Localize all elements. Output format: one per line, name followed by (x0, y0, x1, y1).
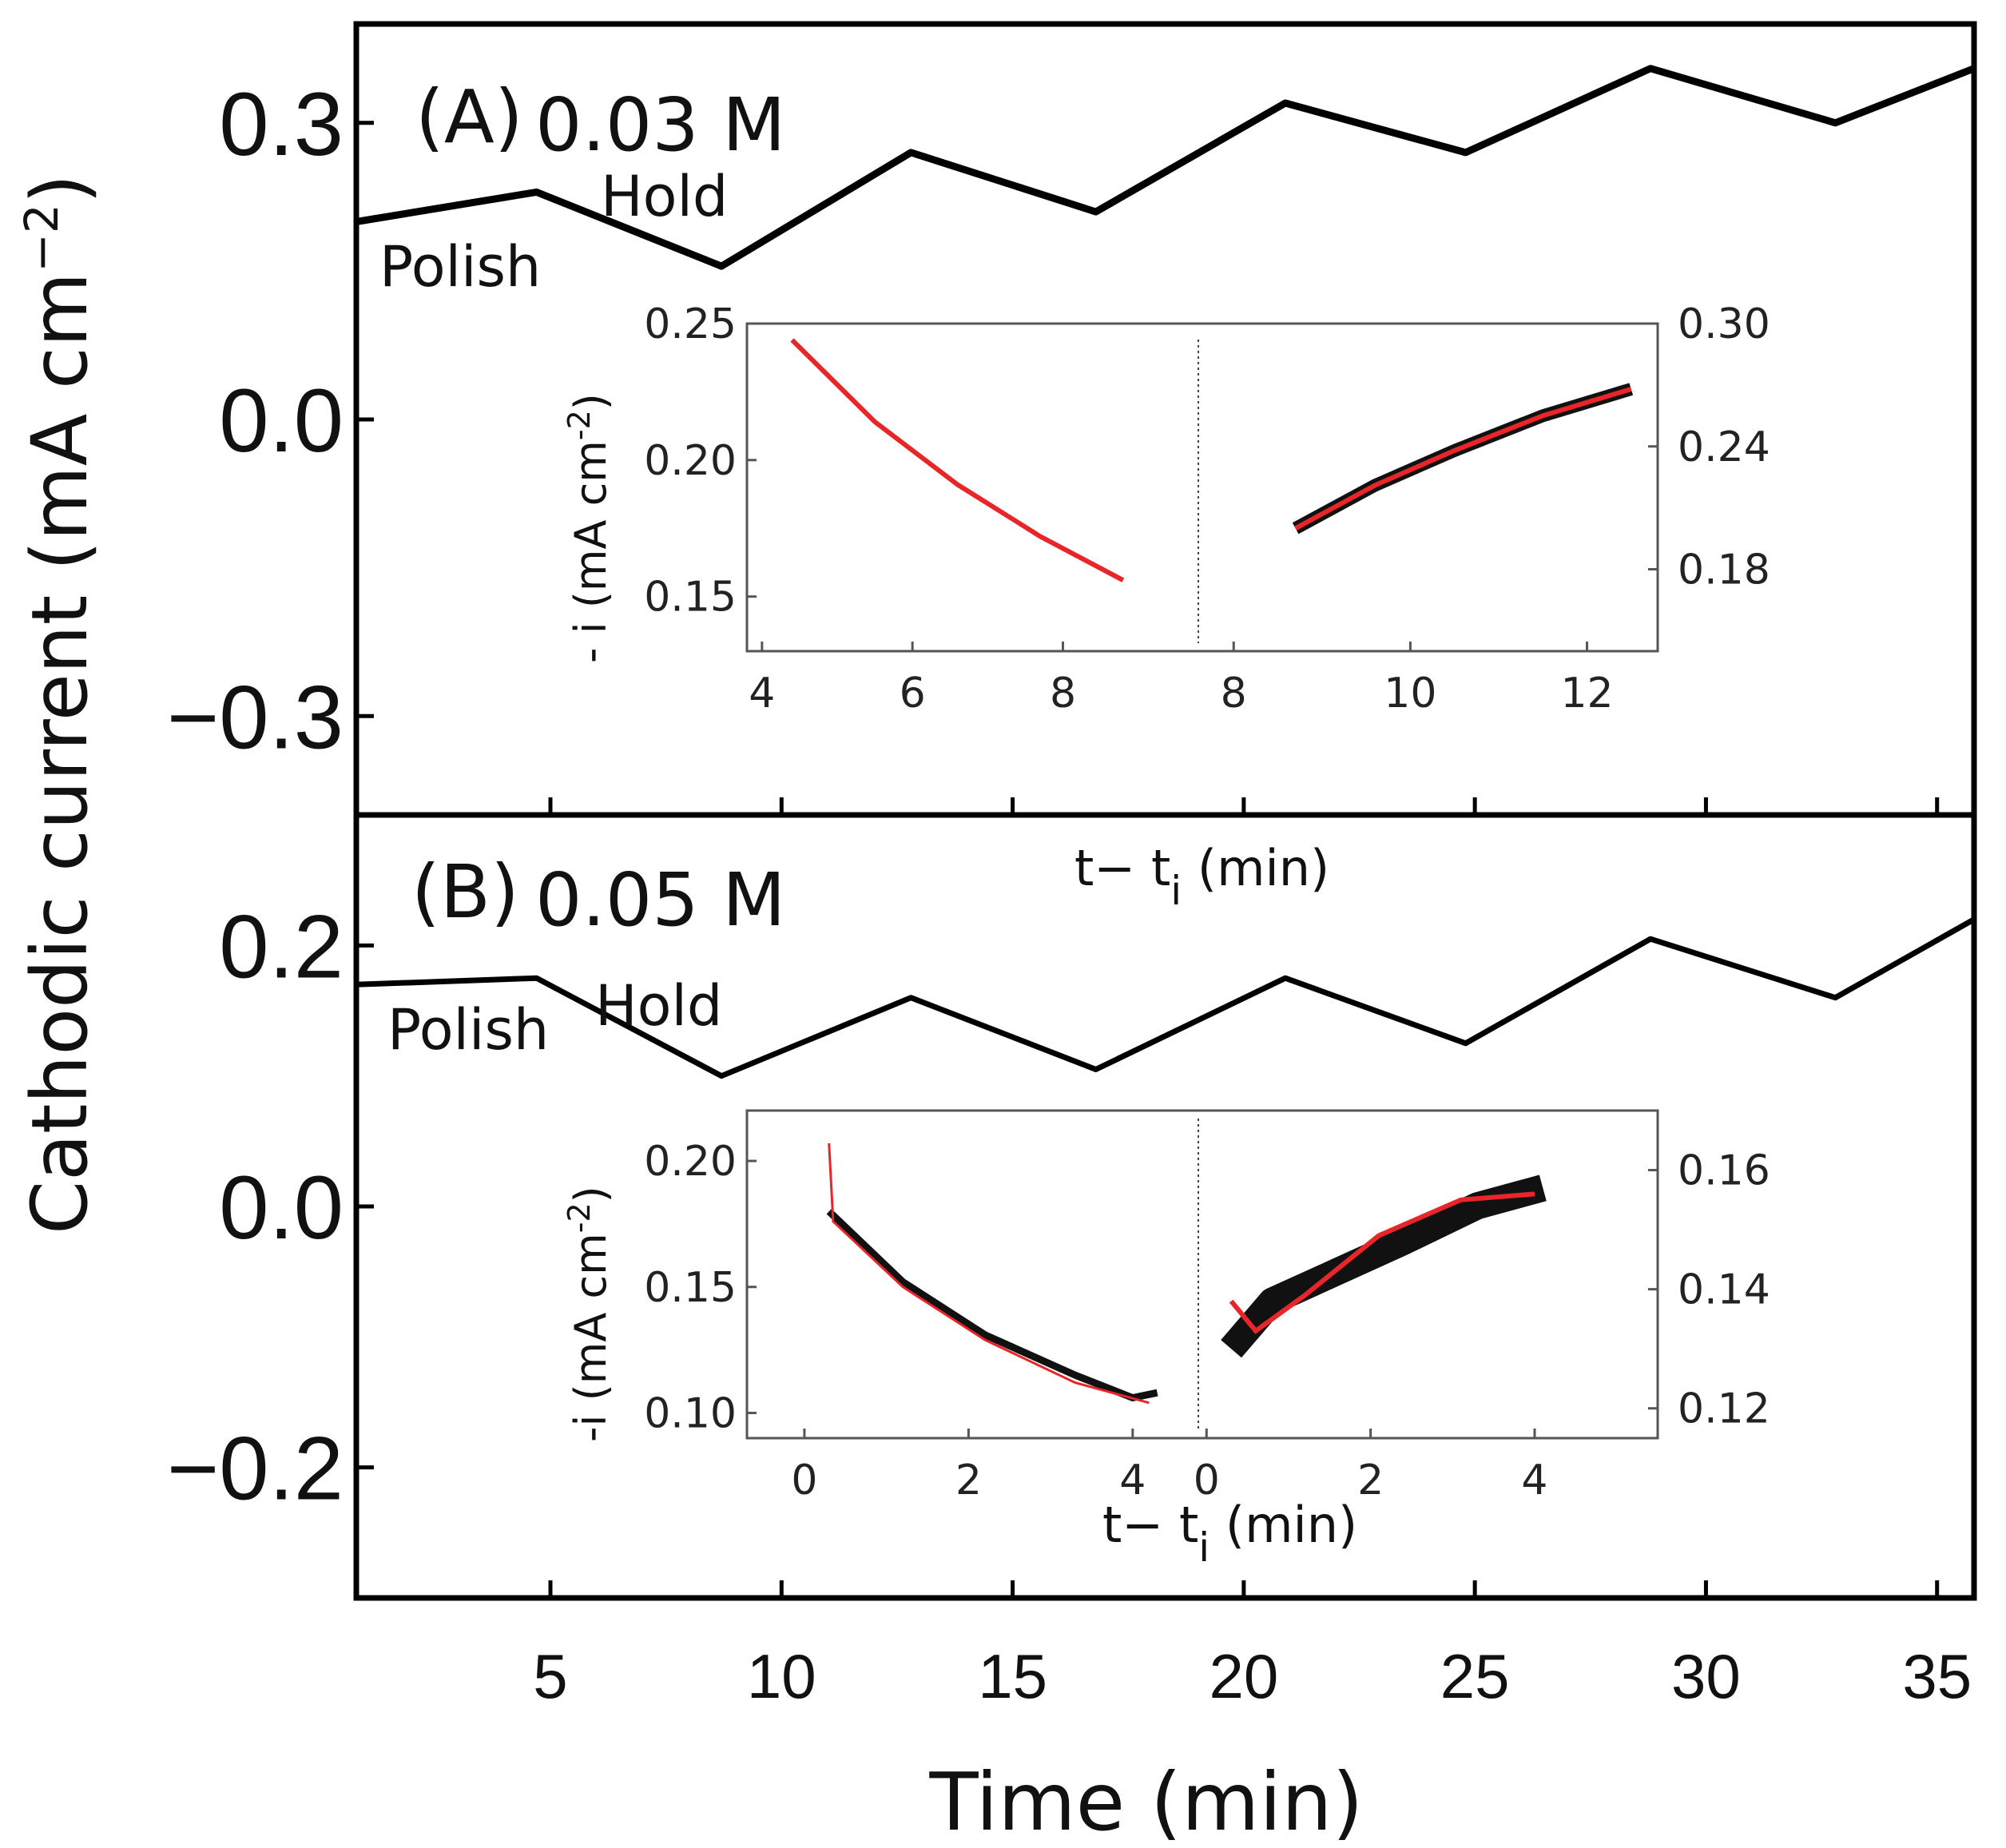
inset-y-tick-label: 0.12 (1678, 1385, 1770, 1433)
panel-b-y-ticks: 0.2 0.0 −0.2 (167, 896, 374, 1519)
x-tick-label: 10 (747, 1641, 816, 1711)
panel-a-inset-left-fit (790, 338, 1125, 582)
panel-b-polish-annotation: Polish (387, 997, 549, 1063)
inset-x-tick-label: 4 (749, 670, 775, 717)
y-tick-label: 0.0 (219, 371, 344, 471)
inset-x-tick-label: 8 (1221, 670, 1247, 717)
panel-b-inset-right-data (1221, 1174, 1547, 1358)
inset-x-tick-label: 2 (955, 1457, 982, 1504)
x-tick-label: 30 (1671, 1641, 1741, 1711)
x-axis-label: Time (min) (928, 1755, 1363, 1848)
panel-a-inset-ylabel: - i (mA cm-2) (562, 393, 616, 663)
x-tick-label: 15 (978, 1641, 1047, 1711)
inset-x-tick-label: 12 (1560, 670, 1613, 717)
inset-x-tick-label: 10 (1384, 670, 1436, 717)
panel-a-polish-annotation: Polish (379, 234, 541, 300)
x-tick-label: 5 (533, 1641, 567, 1711)
inset-y-tick-label: 0.16 (1678, 1147, 1770, 1195)
inset-y-tick-label: 0.30 (1678, 300, 1770, 348)
panel-a-inset-xlabel: t− ti (min) (1075, 839, 1329, 914)
panel-a-inset: 0.25 0.20 0.15 0.30 0.24 0.18 4 6 8 8 10 12 - i … (562, 300, 1770, 914)
inset-x-tick-label: 4 (1119, 1457, 1146, 1504)
panel-b-concentration: 0.05 M (535, 857, 785, 943)
inset-x-tick-label: 2 (1357, 1457, 1384, 1504)
panel-b-inset-left-data (826, 1208, 1158, 1401)
panel-b-inset-right-y-ticks: 0.16 0.14 0.12 (1648, 1147, 1770, 1433)
inset-y-tick-label: 0.15 (644, 1264, 737, 1312)
inset-x-tick-label: 0 (1194, 1457, 1220, 1504)
y-tick-label: 0.2 (219, 896, 344, 996)
panel-b-inset-left-y-ticks: 0.20 0.15 0.10 (644, 1138, 757, 1437)
panel-a-y-ticks: 0.3 0.0 −0.3 (167, 74, 374, 767)
panel-b-inset-right-x-ticks: 0 2 4 (1194, 1429, 1548, 1504)
inset-y-tick-label: 0.20 (644, 1138, 737, 1186)
inset-y-tick-label: 0.10 (644, 1389, 737, 1437)
x-tick-label: 25 (1440, 1641, 1510, 1711)
panel-a-inset-right-y-ticks: 0.30 0.24 0.18 (1648, 300, 1770, 594)
panel-b-inset-xlabel: t− ti (min) (1102, 1496, 1357, 1571)
panel-b-inset-left-fit (828, 1143, 1150, 1405)
inset-y-tick-label: 0.18 (1678, 546, 1770, 594)
panel-a-inset-left-y-ticks: 0.25 0.20 0.15 (644, 300, 757, 622)
inset-x-tick-label: 0 (791, 1457, 817, 1504)
inset-y-tick-label: 0.24 (1678, 423, 1770, 471)
panel-b-inset-right-fit (1229, 1191, 1535, 1334)
panel-b-inset-frame (745, 1109, 1659, 1440)
y-tick-label: −0.2 (167, 1419, 344, 1519)
y-axis-label: Cathodic current (mA cm−2) (14, 174, 105, 1234)
plot-frame (353, 21, 1977, 1601)
x-tick-label: 20 (1209, 1641, 1278, 1711)
inset-y-tick-label: 0.20 (644, 437, 737, 485)
x-tick-label: 35 (1902, 1641, 1972, 1711)
inset-y-tick-label: 0.25 (644, 300, 737, 348)
panel-b: 0.20.0−0.2 (B) 0.05 M Polish Hold 0.200.… (167, 849, 1976, 1571)
panel-a-label: (A) (415, 74, 523, 160)
y-tick-label: 0.0 (219, 1158, 344, 1258)
inset-x-tick-label: 8 (1050, 670, 1076, 717)
panel-b-hold-annotation: Hold (595, 973, 722, 1039)
panel-a-hold-annotation: Hold (601, 164, 728, 229)
panel-b-current-line (356, 916, 1976, 1079)
panel-a-inset-right-x-ticks: 8 10 12 (1221, 642, 1614, 717)
panel-a: 0.30.0−0.3 (A) 0.03 M Polish Hold 0.250.… (167, 65, 1976, 914)
panel-a-inset-left-x-ticks: 4 6 8 (749, 642, 1076, 717)
panel-b-inset: 0.20 0.15 0.10 0.16 0.14 0.12 0 2 4 0 2 4 -i (mA… (562, 1109, 1770, 1571)
panel-b-inset-left-x-ticks: 0 2 4 (791, 1429, 1146, 1504)
inset-y-tick-label: 0.15 (644, 574, 737, 622)
panel-a-concentration: 0.03 M (535, 82, 785, 168)
y-tick-label: −0.3 (167, 667, 344, 767)
x-axis-ticks: 5 10 15 20 25 30 35 (533, 797, 1972, 1711)
inset-x-tick-label: 4 (1521, 1457, 1547, 1504)
panel-a-inset-right-fit (1294, 387, 1632, 531)
panel-b-inset-ylabel: -i (mA cm-2) (562, 1186, 616, 1442)
inset-y-tick-label: 0.14 (1678, 1266, 1770, 1314)
panel-b-label: (B) (411, 849, 519, 935)
y-tick-label: 0.3 (219, 74, 344, 174)
panel-a-current-line (356, 65, 1976, 270)
inset-x-tick-label: 6 (900, 670, 926, 717)
panel-a-inset-frame (745, 322, 1659, 653)
